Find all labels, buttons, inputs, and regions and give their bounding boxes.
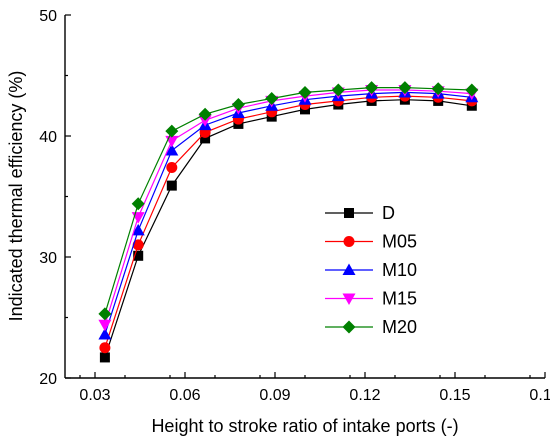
data-point (133, 250, 144, 261)
legend-marker (342, 320, 356, 334)
legend-item-d: D (325, 203, 395, 223)
x-tick-label: 0.18 (529, 387, 550, 404)
legend-item-m20: M20 (325, 317, 417, 337)
legend-item-m05: M05 (325, 232, 417, 252)
series-m20 (98, 81, 479, 321)
data-point (98, 319, 112, 332)
y-axis-title: Indicated thermal efficiency (%) (6, 71, 26, 322)
series-line (104, 89, 472, 325)
series-line (104, 99, 472, 358)
data-point (166, 180, 177, 191)
x-tick-label: 0.09 (259, 387, 290, 404)
data-point (265, 91, 279, 105)
data-point (98, 327, 112, 340)
series-m10 (98, 85, 479, 340)
data-point (365, 81, 379, 95)
y-axis-ticks: 20 30 40 50 (39, 8, 71, 388)
data-point (131, 197, 145, 211)
data-point (200, 133, 211, 144)
legend-label: M20 (382, 317, 417, 337)
y-tick-label: 40 (39, 129, 57, 146)
legend-marker (344, 208, 354, 218)
series-m15 (98, 85, 479, 332)
data-point (98, 307, 112, 321)
data-point (166, 161, 178, 173)
x-tick-label: 0.12 (349, 387, 380, 404)
plot-series (98, 81, 479, 363)
series-d (99, 94, 477, 363)
data-point (131, 223, 145, 236)
legend-marker (343, 236, 355, 247)
series-line (104, 95, 472, 348)
x-axis-title: Height to stroke ratio of intake ports (… (151, 416, 458, 436)
y-tick-label: 50 (39, 8, 57, 25)
data-point (465, 83, 479, 97)
x-tick-label: 0.15 (439, 387, 470, 404)
legend-item-m10: M10 (325, 260, 417, 280)
data-point (198, 107, 212, 121)
data-point (99, 342, 111, 354)
data-point (198, 115, 212, 127)
legend-label: M15 (382, 289, 417, 309)
data-point (99, 352, 110, 363)
legend-item-m15: M15 (325, 289, 417, 309)
legend: D M05 M10 M15 M20 (325, 203, 417, 337)
x-tick-label: 0.06 (169, 387, 200, 404)
legend-label: M05 (382, 232, 417, 252)
y-tick-label: 30 (39, 250, 57, 267)
legend-label: D (382, 203, 395, 223)
legend-marker (342, 293, 356, 305)
data-point (298, 85, 312, 99)
data-point (398, 81, 412, 95)
data-point (331, 83, 345, 97)
legend-marker (342, 263, 356, 275)
data-point (132, 239, 144, 251)
x-tick-label: 0.03 (79, 387, 110, 404)
y-tick-label: 20 (39, 371, 57, 388)
data-point (431, 82, 445, 96)
data-point (231, 98, 245, 112)
data-point (165, 124, 179, 138)
data-point (165, 144, 179, 156)
series-m05 (99, 90, 478, 354)
series-line (104, 91, 472, 335)
x-axis-ticks: 0.03 0.06 0.09 0.12 0.15 0.18 (79, 372, 550, 404)
legend-label: M10 (382, 260, 417, 280)
